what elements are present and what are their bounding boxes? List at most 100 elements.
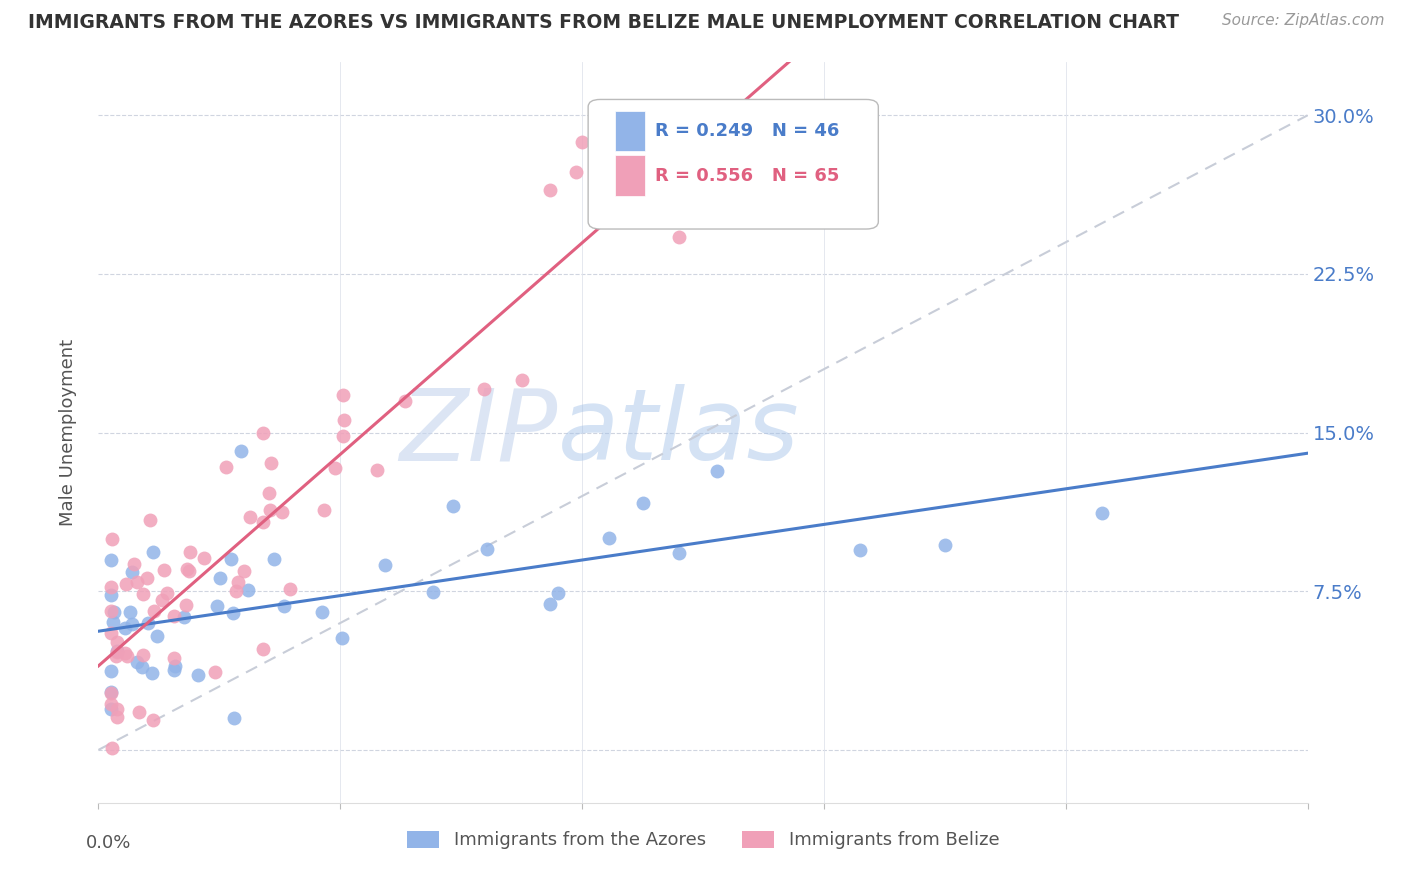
Point <box>179 545 201 559</box>
Point <box>312 503 335 517</box>
Point <box>122 557 145 571</box>
Point <box>156 586 179 600</box>
Point <box>252 515 274 529</box>
Point <box>225 584 247 599</box>
Point <box>598 531 620 545</box>
Point <box>222 711 245 725</box>
Point <box>221 552 243 566</box>
Point <box>215 460 238 475</box>
Point <box>105 644 128 658</box>
Point <box>239 510 262 524</box>
Point <box>139 512 162 526</box>
Point <box>125 575 148 590</box>
Point <box>143 604 166 618</box>
Point <box>105 649 128 664</box>
Point <box>163 651 186 665</box>
Point <box>150 592 173 607</box>
Text: IMMIGRANTS FROM THE AZORES VS IMMIGRANTS FROM BELIZE MALE UNEMPLOYMENT CORRELATI: IMMIGRANTS FROM THE AZORES VS IMMIGRANTS… <box>28 13 1180 32</box>
Point <box>238 582 260 597</box>
Text: R = 0.249   N = 46: R = 0.249 N = 46 <box>655 122 839 140</box>
Point <box>661 108 683 122</box>
Point <box>257 486 280 500</box>
Text: R = 0.556   N = 65: R = 0.556 N = 65 <box>655 167 839 185</box>
Point <box>153 563 176 577</box>
Point <box>706 464 728 478</box>
Legend: Immigrants from the Azores, Immigrants from Belize: Immigrants from the Azores, Immigrants f… <box>399 823 1007 856</box>
Point <box>163 659 186 673</box>
Point <box>441 499 464 513</box>
Point <box>631 496 654 510</box>
Point <box>100 685 122 699</box>
Point <box>100 664 122 678</box>
Point <box>176 562 198 576</box>
Point <box>103 605 125 619</box>
Point <box>114 621 136 635</box>
Point <box>100 553 122 567</box>
Point <box>374 558 396 573</box>
Point <box>571 136 593 150</box>
Point <box>173 610 195 624</box>
Point <box>163 663 186 677</box>
Point <box>100 532 122 546</box>
Point <box>228 575 250 590</box>
Point <box>716 129 738 144</box>
FancyBboxPatch shape <box>614 155 645 195</box>
Point <box>117 649 139 664</box>
Point <box>668 546 690 560</box>
Point <box>603 176 626 190</box>
Point <box>204 665 226 679</box>
Point <box>263 552 285 566</box>
Point <box>330 631 353 645</box>
Point <box>260 457 283 471</box>
Point <box>105 634 128 648</box>
Point <box>142 714 165 728</box>
Point <box>273 599 295 614</box>
Point <box>100 625 122 640</box>
Point <box>131 660 153 674</box>
Point <box>105 710 128 724</box>
Point <box>179 564 201 578</box>
Text: ZIP: ZIP <box>399 384 558 481</box>
Point <box>163 609 186 624</box>
Point <box>193 551 215 566</box>
Point <box>1091 506 1114 520</box>
Point <box>187 668 209 682</box>
Point <box>142 545 165 559</box>
Point <box>333 413 356 427</box>
Point <box>101 615 124 629</box>
Point <box>205 599 228 614</box>
Point <box>668 229 690 244</box>
Point <box>716 156 738 170</box>
Point <box>131 587 153 601</box>
Point <box>101 741 124 756</box>
Point <box>105 702 128 716</box>
Point <box>100 588 122 602</box>
Point <box>394 393 416 408</box>
Point <box>100 580 122 594</box>
Point <box>323 460 346 475</box>
Point <box>538 183 561 197</box>
Y-axis label: Male Unemployment: Male Unemployment <box>59 339 77 526</box>
Point <box>105 645 128 659</box>
Point <box>332 388 354 402</box>
Point <box>259 503 281 517</box>
Point <box>271 505 294 519</box>
Point <box>114 646 136 660</box>
Point <box>222 606 245 620</box>
Point <box>145 629 167 643</box>
Point <box>100 604 122 618</box>
Point <box>128 706 150 720</box>
Point <box>141 665 163 680</box>
Point <box>135 571 157 585</box>
Point <box>311 605 333 619</box>
Text: Source: ZipAtlas.com: Source: ZipAtlas.com <box>1222 13 1385 29</box>
Point <box>100 686 122 700</box>
Point <box>538 597 561 611</box>
Point <box>231 444 253 458</box>
Point <box>125 655 148 669</box>
Point <box>252 426 274 441</box>
Point <box>114 577 136 591</box>
Point <box>136 615 159 630</box>
Point <box>132 648 155 662</box>
Point <box>233 564 256 578</box>
